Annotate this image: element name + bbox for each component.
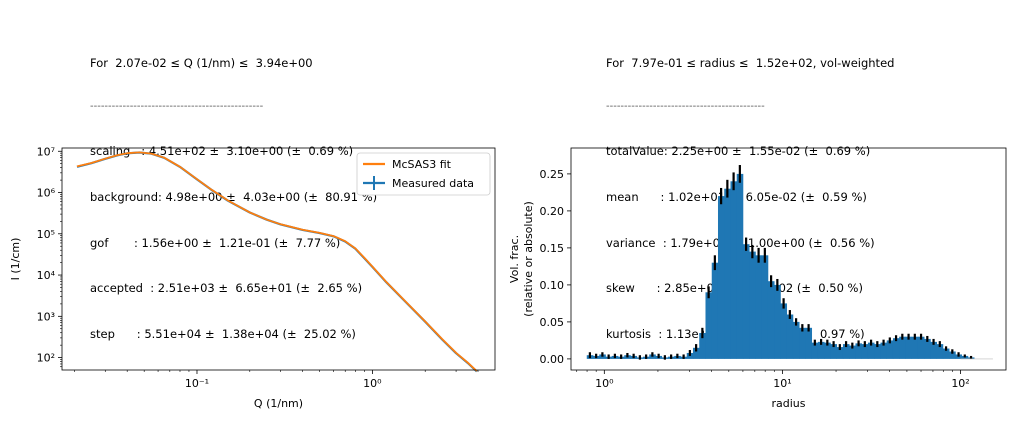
histogram-bar xyxy=(755,255,763,359)
y-tick-label: 10³ xyxy=(37,310,55,323)
plot-frame xyxy=(61,147,496,371)
histogram-bar xyxy=(874,344,881,359)
histogram-bar xyxy=(930,341,937,359)
histogram-bar xyxy=(711,262,719,359)
y-tick-label: 10⁵ xyxy=(37,228,55,241)
histogram-bar xyxy=(942,348,950,359)
y-tick-label: 0.20 xyxy=(540,205,565,218)
histogram-bar xyxy=(736,173,744,359)
x-tick-label: 10⁰ xyxy=(363,377,382,390)
legend-box xyxy=(356,152,491,196)
scattering-curve-chart: 10⁻¹ 10⁰ 10² 10³ 10⁴ 10⁵ 10⁶ 10⁷ Q (1/nm) I (1/cm… xyxy=(9,145,496,410)
histogram-bar xyxy=(817,341,825,359)
y-tick-label: 10⁶ xyxy=(37,187,56,200)
y-tick-label: 10⁷ xyxy=(37,145,55,158)
histogram-bar xyxy=(836,347,844,359)
histogram-bar xyxy=(767,281,775,359)
stat-line-step: step : 5.51e+04 ± 1.38e+04 (± 25.02 %) xyxy=(90,326,356,341)
histogram-bar xyxy=(799,327,806,359)
x-axis-label: Q (1/nm) xyxy=(254,397,303,410)
stat-line-accepted: accepted : 2.51e+03 ± 6.65e+01 (± 2.65 %… xyxy=(90,281,363,296)
histogram-bar xyxy=(911,336,919,359)
histogram-bar xyxy=(792,321,800,359)
histogram-bar xyxy=(724,188,731,359)
distribution-statistics-divider: ----------------------------------------… xyxy=(606,102,765,113)
histogram-bar xyxy=(861,344,869,359)
histogram-bar xyxy=(830,344,838,359)
fit-statistics-divider: ----------------------------------------… xyxy=(90,102,264,113)
histogram-bar xyxy=(805,327,813,359)
histogram-bar xyxy=(761,255,769,359)
histogram-bar xyxy=(917,336,925,359)
histogram-bar xyxy=(742,244,750,359)
histogram-bar xyxy=(936,344,944,359)
y-axis-label-line: Vol. frac. xyxy=(508,235,521,283)
histogram-bar xyxy=(842,344,850,359)
histogram-bar xyxy=(749,251,756,359)
histogram-bar xyxy=(867,342,875,359)
x-tick-label: 10² xyxy=(951,377,969,390)
histogram-bar xyxy=(849,345,856,359)
histogram-bar xyxy=(717,196,725,359)
histogram-bar xyxy=(705,292,713,359)
histogram-bar xyxy=(886,340,894,359)
distribution-range-header: For 7.97e-01 ≤ radius ≤ 1.52e+02, vol-we… xyxy=(606,56,895,71)
histogram-bar xyxy=(824,342,831,359)
histogram-bar xyxy=(699,333,706,359)
y-axis-label: I (1/cm) xyxy=(9,238,22,281)
y-tick-label: 0.00 xyxy=(540,353,565,366)
stat-line-variance: variance : 1.79e+02 ± 1.00e+00 (± 0.56 %… xyxy=(606,235,875,250)
x-tick-label: 10⁰ xyxy=(595,377,614,390)
y-tick-label: 0.25 xyxy=(540,168,565,181)
histogram-bar xyxy=(692,347,700,359)
stat-line-gof: gof : 1.56e+00 ± 1.21e-01 (± 7.77 %) xyxy=(90,235,341,250)
x-tick-label: 10¹ xyxy=(773,377,791,390)
x-tick-label: 10⁻¹ xyxy=(185,377,209,390)
fit-range-header: For 2.07e-02 ≤ Q (1/nm) ≤ 3.94e+00 xyxy=(90,56,313,71)
x-axis-label: radius xyxy=(771,397,805,410)
histogram-bar xyxy=(774,284,781,359)
histogram-bar xyxy=(892,338,900,359)
y-tick-label: 10⁴ xyxy=(37,269,56,282)
y-tick-label: 0.10 xyxy=(540,279,565,292)
stat-line-mean: mean : 1.02e+01 ± 6.05e-02 (± 0.59 %) xyxy=(606,190,867,205)
histogram-bar xyxy=(949,351,956,359)
y-axis-label: Vol. frac.(relative or absolute) xyxy=(508,201,535,317)
histogram-bar xyxy=(899,336,906,359)
histogram-bar xyxy=(905,336,912,359)
legend-fit-label: McSAS3 fit xyxy=(392,158,452,171)
y-tick-label: 0.05 xyxy=(540,316,565,329)
plot-frame xyxy=(570,147,1007,371)
histogram-bar xyxy=(880,342,887,359)
volume-fraction-histogram: 10⁰ 10¹ 10² 0.00 0.05 0.10 0.15 0.20 0.25 radius V… xyxy=(508,147,1007,410)
histogram-bar xyxy=(786,314,794,359)
legend-measured-label: Measured data xyxy=(392,177,474,190)
stat-line-background: background: 4.98e+00 ± 4.03e+00 (± 80.91… xyxy=(90,190,378,205)
fit-line xyxy=(76,151,478,372)
y-tick-label: 10² xyxy=(37,352,55,365)
y-tick-label: 0.15 xyxy=(540,242,565,255)
histogram-bar xyxy=(730,181,738,359)
histogram-bar xyxy=(780,303,788,359)
histogram-bar xyxy=(811,342,819,359)
y-axis-label-line: (relative or absolute) xyxy=(522,201,535,317)
histogram-bar xyxy=(855,343,863,359)
histogram-bar xyxy=(924,338,931,359)
